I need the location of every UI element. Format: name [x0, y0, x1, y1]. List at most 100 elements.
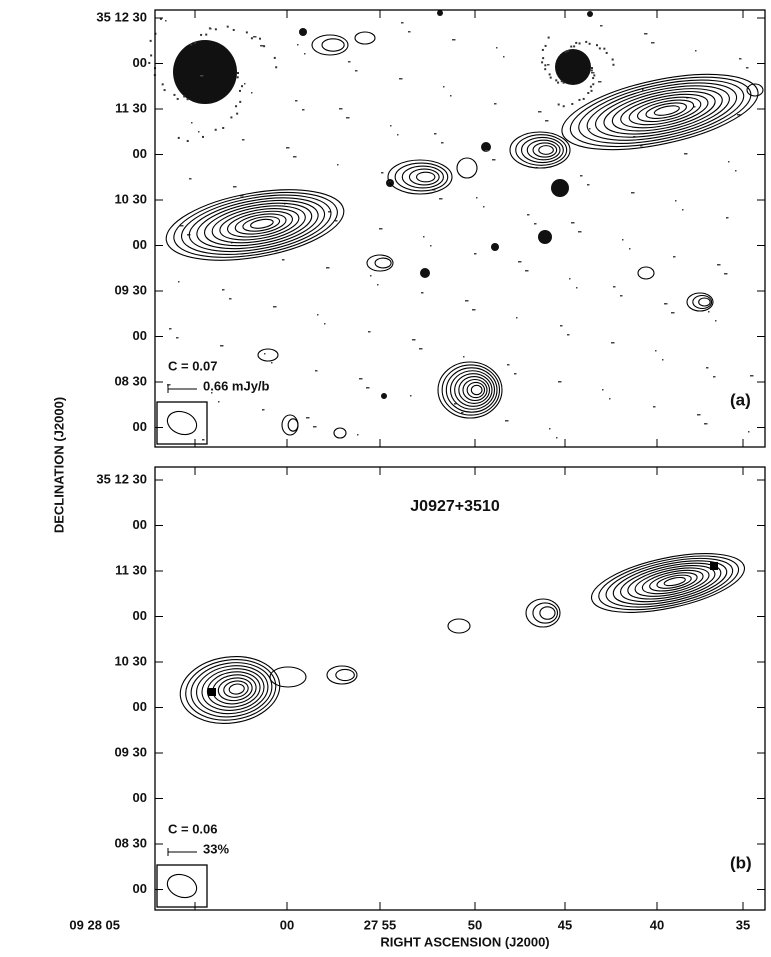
- noise: [693, 106, 696, 108]
- contour: [456, 157, 478, 179]
- noise: [564, 51, 567, 54]
- noise: [750, 375, 754, 377]
- noise: [558, 381, 562, 383]
- noise: [399, 78, 403, 80]
- beam: [166, 873, 198, 899]
- contour: [641, 569, 704, 595]
- noise: [592, 83, 595, 86]
- noise: [259, 37, 262, 40]
- contour: [532, 142, 558, 158]
- noise: [165, 20, 167, 22]
- noise: [518, 261, 522, 263]
- contour: [287, 418, 299, 432]
- contour: [515, 134, 568, 166]
- noise: [598, 81, 602, 83]
- noise: [337, 164, 339, 166]
- noise: [176, 97, 179, 100]
- contour-level: C = 0.06: [168, 821, 218, 836]
- noise: [242, 139, 245, 141]
- noise: [684, 153, 688, 155]
- noise: [589, 85, 592, 88]
- contour: [219, 208, 300, 241]
- noise: [421, 292, 424, 294]
- contour: [526, 139, 561, 161]
- contour: [698, 297, 711, 307]
- contour: [311, 34, 349, 56]
- noise: [286, 147, 290, 149]
- noise: [673, 256, 676, 258]
- y-tick-label: 35 12 30: [96, 471, 147, 486]
- noise: [397, 134, 399, 136]
- noise: [562, 81, 565, 84]
- noise: [339, 108, 343, 110]
- noise: [236, 112, 239, 115]
- y-tick-label: 10 30: [114, 653, 147, 668]
- contour: [234, 213, 287, 235]
- contour: [354, 31, 376, 45]
- noise: [578, 42, 581, 45]
- contour: [257, 348, 279, 362]
- y-tick-label: 00: [133, 328, 147, 343]
- contour: [374, 257, 392, 269]
- y-tick-label: 10 30: [114, 191, 147, 206]
- contour: [620, 562, 722, 603]
- noise: [569, 278, 571, 280]
- contour: [532, 602, 559, 624]
- noise: [545, 120, 549, 122]
- noise: [262, 409, 265, 411]
- contour: [561, 73, 759, 151]
- panel: 35 12 30 00 11 30 00 10 30 00 09 30 00 08 30 00 C …: [96, 466, 766, 911]
- noise: [541, 61, 544, 64]
- contour: [223, 680, 249, 698]
- noise: [496, 47, 498, 49]
- noise: [232, 28, 235, 31]
- noise: [271, 362, 273, 364]
- noise: [575, 41, 578, 44]
- noise: [560, 325, 563, 327]
- noise: [226, 25, 229, 28]
- noise: [544, 68, 547, 71]
- noise: [557, 81, 560, 84]
- contour: [437, 361, 503, 419]
- scale-label: 33%: [203, 841, 229, 856]
- noise: [578, 98, 581, 101]
- noise: [450, 95, 452, 97]
- noise: [728, 161, 730, 163]
- panel-label: (b): [730, 853, 752, 872]
- noise: [346, 117, 350, 119]
- noise: [516, 317, 518, 319]
- noise: [368, 331, 371, 333]
- noise: [571, 102, 574, 105]
- noise: [472, 309, 476, 311]
- contour: [595, 85, 730, 138]
- noise: [169, 328, 172, 330]
- noise: [585, 40, 588, 43]
- noise: [260, 45, 264, 47]
- contour-level: C = 0.07: [168, 358, 218, 373]
- noise: [315, 370, 318, 372]
- contour: [185, 659, 277, 721]
- contour: [620, 93, 709, 129]
- noise: [598, 47, 601, 50]
- contour: [416, 171, 436, 183]
- contour: [663, 576, 686, 587]
- noise: [591, 72, 595, 74]
- noise: [452, 39, 456, 41]
- x-tick-label: 35: [736, 917, 750, 932]
- noise: [328, 211, 331, 213]
- noise: [317, 314, 319, 316]
- contour: [598, 555, 740, 611]
- x-tick-label: 00: [280, 917, 294, 932]
- noise: [423, 236, 425, 238]
- panel: 35 12 30 00 11 30 00 10 30 00 09 30 00 08 30 00 C …: [96, 9, 766, 448]
- contour: [188, 197, 326, 253]
- noise: [201, 135, 204, 138]
- noise: [236, 76, 239, 79]
- noise: [302, 109, 305, 111]
- contour: [333, 427, 347, 439]
- noise: [250, 37, 253, 40]
- noise: [655, 350, 657, 352]
- noise: [562, 105, 565, 108]
- noise: [183, 95, 186, 98]
